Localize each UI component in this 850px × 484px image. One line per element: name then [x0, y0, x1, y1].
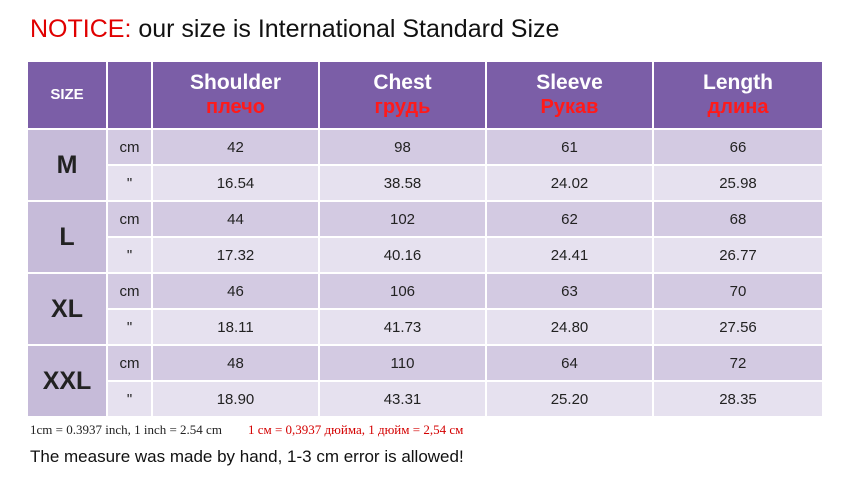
- header-sleeve-en: Sleeve: [536, 71, 603, 94]
- cell: 63: [485, 272, 654, 310]
- cell: 102: [318, 200, 487, 238]
- cell: 24.80: [485, 308, 654, 346]
- cell: 40.16: [318, 236, 487, 274]
- conversion-en: 1cm = 0.3937 inch, 1 inch = 2.54 cm: [30, 422, 222, 437]
- header-sleeve: Sleeve Рукав: [485, 60, 654, 130]
- cell: 18.11: [151, 308, 320, 346]
- cell: 98: [318, 128, 487, 166]
- cell: 43.31: [318, 380, 487, 418]
- header-sleeve-ru: Рукав: [540, 96, 599, 118]
- cell: 28.35: [652, 380, 824, 418]
- cell: 48: [151, 344, 320, 382]
- cell: 72: [652, 344, 824, 382]
- cell: 38.58: [318, 164, 487, 202]
- unit-inch: ": [106, 380, 153, 418]
- table-row-l-inch: " 17.32 40.16 24.41 26.77: [27, 236, 824, 274]
- conversion-note: 1cm = 0.3937 inch, 1 inch = 2.54 cm 1 см …: [30, 422, 463, 438]
- cell: 64: [485, 344, 654, 382]
- header-size: SIZE: [26, 60, 108, 130]
- cell: 25.98: [652, 164, 824, 202]
- header-length-en: Length: [703, 71, 773, 94]
- unit-inch: ": [106, 236, 153, 274]
- header-shoulder-ru: плечо: [206, 96, 265, 118]
- header-chest-ru: грудь: [374, 96, 431, 118]
- unit-inch: ": [106, 308, 153, 346]
- cell: 61: [485, 128, 654, 166]
- table-row-xl-cm: XL cm 46 106 63 70: [26, 272, 824, 346]
- cell: 24.02: [485, 164, 654, 202]
- measurement-note: The measure was made by hand, 1-3 cm err…: [30, 447, 464, 466]
- cell: 62: [485, 200, 654, 238]
- size-label-xxl: XXL: [26, 344, 108, 418]
- table-header-row: SIZE Shoulder плечо Chest грудь Sleeve Р…: [26, 60, 824, 130]
- unit-cm: cm: [106, 344, 153, 382]
- cell: 42: [151, 128, 320, 166]
- header-shoulder: Shoulder плечо: [151, 60, 320, 130]
- cell: 46: [151, 272, 320, 310]
- size-chart-table: SIZE Shoulder плечо Chest грудь Sleeve Р…: [26, 60, 824, 418]
- cell: 106: [318, 272, 487, 310]
- cell: 25.20: [485, 380, 654, 418]
- cell: 16.54: [151, 164, 320, 202]
- cell: 68: [652, 200, 824, 238]
- cell: 27.56: [652, 308, 824, 346]
- header-shoulder-en: Shoulder: [189, 71, 281, 94]
- table-row-xxl-inch: " 18.90 43.31 25.20 28.35: [27, 380, 824, 418]
- size-label-m: M: [26, 128, 108, 202]
- cell: 66: [652, 128, 824, 166]
- table-row-xxl-cm: XXL cm 48 110 64 72: [26, 344, 824, 418]
- cell: 18.90: [151, 380, 320, 418]
- cell: 26.77: [652, 236, 824, 274]
- header-length-ru: длина: [707, 96, 769, 118]
- size-label-xl: XL: [26, 272, 108, 346]
- cell: 110: [318, 344, 487, 382]
- conversion-ru: 1 см = 0,3937 дюйма, 1 дюйм = 2,54 см: [247, 422, 464, 437]
- title-text: our size is International Standard Size: [131, 15, 560, 43]
- unit-cm: cm: [106, 200, 153, 238]
- table-row-xl-inch: " 18.11 41.73 24.80 27.56: [27, 308, 824, 346]
- header-unit: [106, 60, 153, 130]
- page-title: NOTICE: our size is International Standa…: [30, 14, 559, 44]
- header-chest-en: Chest: [373, 71, 432, 94]
- cell: 70: [652, 272, 824, 310]
- cell: 41.73: [318, 308, 487, 346]
- cell: 24.41: [485, 236, 654, 274]
- table-row-l-cm: L cm 44 102 62 68: [26, 200, 824, 274]
- cell: 17.32: [151, 236, 320, 274]
- notice-label: NOTICE:: [30, 15, 132, 43]
- table-row-m-inch: " 16.54 38.58 24.02 25.98: [27, 164, 824, 202]
- unit-cm: cm: [106, 128, 153, 166]
- unit-inch: ": [106, 164, 153, 202]
- size-label-l: L: [26, 200, 108, 274]
- header-length: Length длина: [652, 60, 824, 130]
- header-chest: Chest грудь: [318, 60, 487, 130]
- unit-cm: cm: [106, 272, 153, 310]
- cell: 44: [151, 200, 320, 238]
- table-row-m-cm: M cm 42 98 61 66: [26, 128, 824, 202]
